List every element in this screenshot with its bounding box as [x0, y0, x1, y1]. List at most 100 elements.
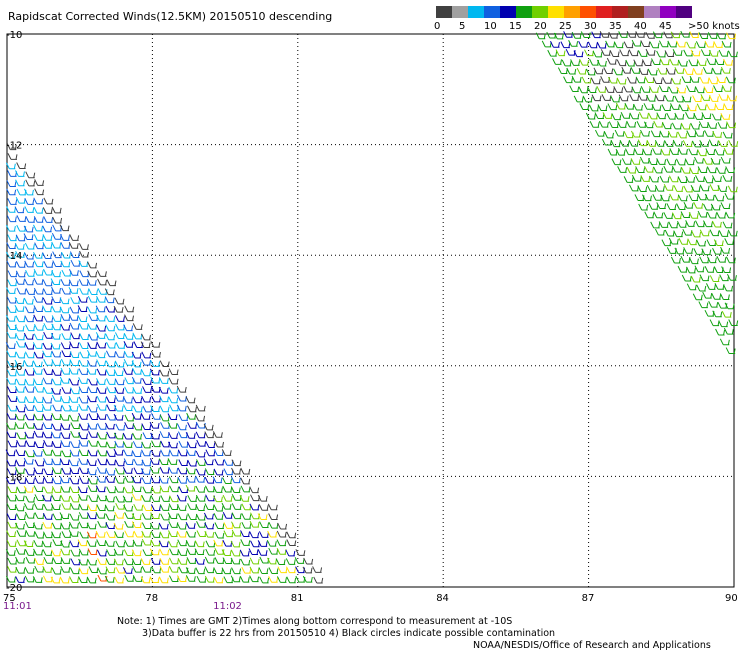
wind-barb [257, 513, 268, 520]
wind-barb [78, 368, 89, 375]
wind-barb [696, 239, 707, 247]
wind-barb [86, 540, 97, 547]
wind-barb [725, 166, 736, 174]
wind-barb [185, 484, 196, 492]
wind-barb [596, 41, 607, 49]
wind-barb [728, 139, 739, 147]
wind-barb [50, 332, 61, 340]
wind-barb [15, 396, 26, 403]
wind-barb [61, 450, 72, 458]
wind-barb [691, 230, 702, 238]
wind-barb [87, 449, 98, 457]
wind-barb [60, 358, 71, 366]
wind-barb [176, 530, 187, 538]
wind-barb [312, 566, 323, 573]
wind-barb [114, 576, 125, 584]
wind-barb [631, 86, 642, 94]
wind-barb [313, 576, 324, 584]
wind-barb [718, 49, 729, 57]
wind-barb [42, 565, 53, 573]
wind-barb [608, 31, 619, 39]
wind-barb [149, 368, 160, 376]
wind-barb [123, 449, 134, 457]
wind-barb [249, 575, 260, 583]
wind-barb [195, 485, 206, 493]
wind-barb [60, 494, 71, 502]
wind-barb [642, 148, 653, 156]
wind-barb [50, 503, 61, 510]
wind-barb [105, 566, 116, 574]
wind-barb [51, 522, 62, 530]
wind-barb [51, 296, 62, 303]
wind-barb [105, 360, 116, 368]
wind-barb [652, 77, 663, 85]
wind-barb [728, 319, 739, 326]
wind-barb [150, 558, 161, 565]
time-label: 11:01 [3, 601, 32, 612]
wind-barb [239, 549, 250, 557]
wind-barb [268, 567, 279, 574]
wind-barb [709, 275, 720, 282]
wind-barb [286, 539, 297, 547]
wind-barb [23, 457, 34, 465]
wind-barb [23, 485, 34, 493]
wind-barb [131, 558, 142, 566]
wind-barb [6, 513, 17, 521]
wind-barb [629, 184, 639, 192]
wind-barb [214, 458, 225, 466]
wind-barb [43, 358, 54, 366]
wind-barb [23, 225, 34, 233]
legend-label: 10 [484, 21, 497, 32]
wind-barb [623, 176, 634, 183]
wind-barb [23, 503, 34, 510]
wind-barb [630, 130, 641, 138]
wind-barb [78, 521, 89, 529]
wind-barb [621, 66, 632, 74]
wind-barb [42, 234, 53, 241]
wind-barb [159, 414, 170, 422]
wind-barb [106, 378, 116, 385]
wind-barb [592, 50, 603, 58]
wind-barb [60, 241, 71, 249]
wind-barb [151, 486, 162, 494]
wind-barb [97, 423, 108, 430]
wind-barb [25, 396, 35, 403]
wind-barb [150, 340, 161, 348]
wind-barb [115, 342, 126, 349]
wind-barb [24, 511, 35, 519]
wind-barb [185, 475, 196, 483]
wind-barb [15, 315, 26, 323]
wind-barb [602, 112, 613, 119]
wind-barb [715, 328, 726, 336]
wind-barb [7, 440, 18, 448]
wind-barb [78, 243, 89, 250]
wind-barb [646, 140, 657, 147]
wind-barb [169, 557, 179, 565]
wind-barb [718, 140, 728, 147]
wind-barb [661, 239, 672, 247]
wind-barb [230, 486, 241, 493]
wind-barb [151, 350, 161, 358]
wind-barb [579, 58, 590, 66]
wind-barb [24, 431, 35, 439]
wind-barb [43, 315, 54, 323]
wind-barb [6, 143, 17, 151]
wind-barb [721, 266, 732, 274]
wind-barb [25, 171, 36, 179]
wind-barb [720, 66, 731, 74]
wind-barb [60, 396, 71, 404]
wind-barb [676, 86, 687, 94]
wind-barb [666, 203, 677, 210]
wind-barb [706, 58, 717, 65]
wind-barb [725, 76, 736, 84]
wind-barb [295, 566, 306, 574]
wind-barb [626, 166, 637, 174]
wind-barb [7, 565, 17, 573]
wind-barb [78, 458, 89, 465]
wind-barb [302, 566, 313, 574]
wind-barb [654, 140, 665, 147]
wind-barb [660, 148, 671, 156]
wind-barb [167, 441, 178, 449]
wind-barb [5, 575, 16, 583]
wind-barb [132, 575, 143, 582]
